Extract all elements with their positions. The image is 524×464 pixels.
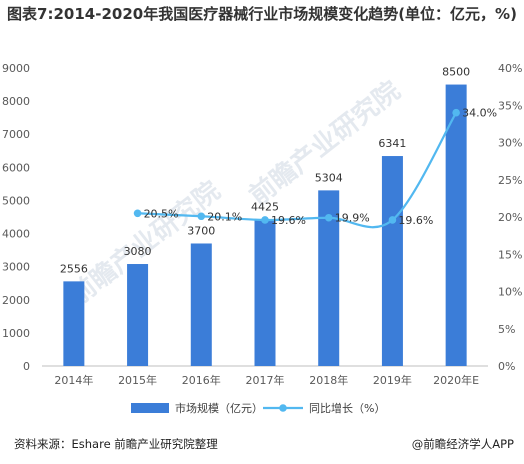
growth-value-label: 19.6%: [271, 214, 306, 227]
bar-value-label: 3700: [187, 224, 215, 237]
growth-value-label: 34.0%: [462, 107, 497, 120]
chart-title: 图表7:2014-2020年我国医疗器械行业市场规模变化趋势(单位：亿元，%): [7, 5, 517, 23]
line-series: 20.5% 20.1% 19.6% 19.9% 19.6% 34.0%: [133, 107, 497, 229]
x-tick-label: 2017年: [246, 373, 285, 387]
growth-point: [261, 216, 269, 224]
bar-value-label: 6341: [378, 137, 406, 150]
y2-tick-label: 20%: [498, 211, 522, 224]
bar-value-label: 5304: [315, 171, 343, 184]
legend: 市场规模（亿元） 同比增长（%）: [131, 401, 385, 415]
growth-point: [452, 108, 460, 117]
growth-point: [133, 209, 142, 218]
y-tick-label: 6000: [2, 161, 30, 174]
y2-tick-label: 15%: [498, 248, 522, 261]
y-tick-label: 0: [23, 360, 30, 373]
growth-value-label: 19.9%: [335, 212, 370, 225]
y-tick-label: 9000: [2, 62, 30, 75]
y2-tick-label: 25%: [498, 174, 522, 187]
bar: [254, 219, 276, 366]
credit-note: @前瞻经济学人APP: [411, 437, 514, 451]
x-tick-label: 2019年: [373, 373, 412, 387]
x-tick-label: 2018年: [309, 373, 348, 387]
axes: 0 1000 2000 3000 4000 5000 6000 7000 8000 9000 0% 5…: [2, 62, 522, 387]
legend-label-bar: 市场规模（亿元）: [175, 401, 263, 415]
growth-point: [197, 212, 206, 221]
growth-value-label: 20.5%: [144, 207, 179, 220]
y-tick-label: 7000: [2, 128, 30, 141]
y-tick-label: 5000: [2, 194, 30, 207]
bar: [127, 264, 149, 366]
source-note: 资料来源：Eshare 前瞻产业研究院整理: [14, 437, 218, 451]
bar-value-label: 8500: [442, 66, 470, 79]
y2-tick-label: 30%: [498, 137, 522, 150]
bar-value-label: 3080: [124, 245, 152, 258]
bar-value-label: 4425: [251, 200, 279, 213]
growth-point: [324, 213, 333, 222]
bar: [381, 156, 403, 366]
bar: [63, 281, 85, 366]
y2-tick-label: 10%: [498, 286, 522, 299]
legend-swatch-marker: [279, 404, 287, 412]
y-tick-label: 8000: [2, 95, 30, 108]
y2-tick-label: 0%: [498, 360, 515, 373]
y-tick-label: 3000: [2, 261, 30, 274]
legend-label-line: 同比增长（%）: [309, 401, 385, 415]
x-tick-label: 2020年E: [433, 373, 479, 387]
y2-tick-label: 5%: [498, 323, 515, 336]
y2-tick-label: 40%: [498, 62, 522, 75]
bar: [318, 190, 340, 366]
x-tick-label: 2014年: [54, 373, 93, 387]
x-tick-label: 2016年: [182, 373, 221, 387]
bar-value-label: 2556: [60, 262, 88, 275]
y-tick-label: 2000: [2, 294, 30, 307]
growth-value-label: 19.6%: [398, 214, 433, 227]
bar-series: 2556 3080 3700 4425 5304 6341 8500: [60, 66, 470, 367]
bar: [445, 84, 467, 367]
x-tick-label: 2015年: [118, 373, 157, 387]
growth-point: [388, 216, 397, 224]
legend-swatch-bar: [131, 403, 169, 413]
y-tick-label: 4000: [2, 228, 30, 241]
bar: [190, 243, 212, 366]
y-tick-label: 1000: [2, 327, 30, 340]
growth-value-label: 20.1%: [207, 210, 242, 223]
y2-tick-label: 35%: [498, 99, 522, 112]
